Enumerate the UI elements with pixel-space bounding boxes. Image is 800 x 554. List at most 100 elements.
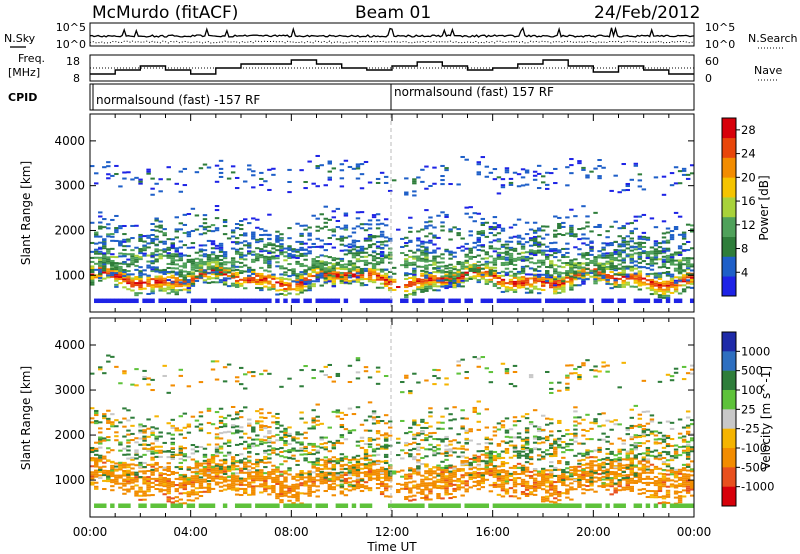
heatmap-cell: [142, 478, 147, 481]
heatmap-cell: [383, 489, 389, 492]
heatmap-cell: [275, 238, 280, 241]
heatmap-cell: [154, 229, 159, 232]
heatmap-cell: [114, 480, 119, 483]
heatmap-cell: [359, 477, 365, 480]
heatmap-cell: [275, 254, 280, 257]
heatmap-cell: [150, 266, 155, 269]
heatmap-cell: [238, 269, 244, 272]
heatmap-cell: [432, 277, 437, 280]
heatmap-cell: [110, 355, 115, 358]
heatmap-cell: [122, 233, 127, 236]
heatmap-cell: [202, 281, 208, 284]
heatmap-cell: [283, 298, 288, 304]
heatmap-cell: [359, 251, 365, 254]
heatmap-cell: [98, 267, 103, 270]
heatmap-cell: [408, 249, 413, 252]
heatmap-cell: [174, 283, 179, 286]
heatmap-cell: [392, 280, 397, 283]
heatmap-cell: [621, 227, 626, 230]
heatmap-cell: [299, 285, 304, 288]
heatmap-cell: [343, 494, 349, 497]
heatmap-cell: [428, 415, 433, 418]
heatmap-cell: [480, 230, 486, 233]
heatmap-cell: [327, 467, 332, 470]
heatmap-cell: [323, 263, 328, 266]
heatmap-cell: [202, 273, 208, 276]
heatmap-cell: [400, 457, 405, 460]
heatmap-cell: [532, 174, 538, 177]
heatmap-cell: [685, 279, 691, 282]
heatmap-cell: [480, 277, 486, 280]
heatmap-cell: [234, 176, 240, 179]
heatmap-cell: [238, 253, 244, 256]
heatmap-cell: [142, 482, 147, 485]
heatmap-cell: [243, 387, 248, 390]
heatmap-cell: [665, 273, 671, 276]
heatmap-cell: [283, 450, 288, 453]
heatmap-cell: [444, 267, 449, 270]
heatmap-cell: [295, 250, 300, 253]
heatmap-cell: [677, 215, 683, 218]
heatmap-cell: [283, 247, 288, 250]
heatmap-cell: [251, 438, 256, 441]
heatmap-cell: [371, 471, 377, 474]
heatmap-cell: [202, 478, 208, 481]
heatmap-cell: [673, 251, 679, 254]
heatmap-cell: [347, 271, 353, 274]
heatmap-cell: [114, 264, 119, 267]
heatmap-cell: [130, 487, 135, 490]
heatmap-cell: [585, 253, 590, 257]
heatmap-cell: [202, 275, 208, 278]
heatmap-cell: [110, 471, 115, 474]
heatmap-cell: [420, 420, 425, 423]
heatmap-cell: [186, 279, 192, 282]
heatmap-cell: [532, 285, 538, 288]
heatmap-cell: [484, 165, 490, 168]
heatmap-cell: [363, 481, 369, 484]
heatmap-cell: [275, 439, 280, 442]
heatmap-cell: [94, 235, 99, 238]
heatmap-cell: [251, 375, 256, 378]
heatmap-cell: [480, 271, 486, 274]
heatmap-cell: [351, 245, 357, 248]
heatmap-cell: [198, 411, 204, 414]
heatmap-cell: [645, 287, 651, 290]
heatmap-cell: [263, 275, 268, 278]
heatmap-cell: [512, 272, 518, 275]
heatmap-cell: [512, 259, 518, 262]
heatmap-cell: [500, 178, 506, 181]
heatmap-cell: [436, 452, 441, 455]
heatmap-cell: [665, 266, 671, 269]
heatmap-cell: [214, 273, 220, 276]
heatmap-cell: [251, 298, 256, 304]
heatmap-cell: [609, 260, 614, 263]
heatmap-cell: [577, 264, 582, 267]
heatmap-cell: [238, 467, 244, 470]
heatmap-cell: [251, 491, 256, 494]
heatmap-cell: [150, 262, 155, 265]
heatmap-cell: [303, 224, 308, 227]
heatmap-cell: [222, 484, 228, 487]
heatmap-cell: [536, 249, 542, 252]
heatmap-cell: [504, 273, 510, 276]
heatmap-cell: [206, 491, 212, 494]
heatmap-cell: [166, 166, 171, 169]
heatmap-cell: [383, 473, 389, 476]
heatmap-cell: [613, 220, 618, 223]
heatmap-cell: [625, 184, 630, 188]
heatmap-cell: [279, 495, 284, 498]
heatmap-cell: [424, 465, 429, 468]
heatmap-cell: [633, 252, 639, 255]
heatmap-cell: [170, 483, 175, 486]
heatmap-cell: [182, 167, 188, 170]
heatmap-cell: [118, 468, 123, 471]
heatmap-cell: [379, 261, 385, 264]
heatmap-cell: [379, 243, 385, 246]
heatmap-cell: [444, 477, 449, 480]
heatmap-cell: [154, 439, 159, 442]
heatmap-cell: [432, 449, 437, 452]
heatmap-cell: [146, 484, 151, 487]
heatmap-cell: [267, 487, 272, 490]
heatmap-cell: [234, 376, 240, 379]
heatmap-cell: [142, 461, 147, 464]
